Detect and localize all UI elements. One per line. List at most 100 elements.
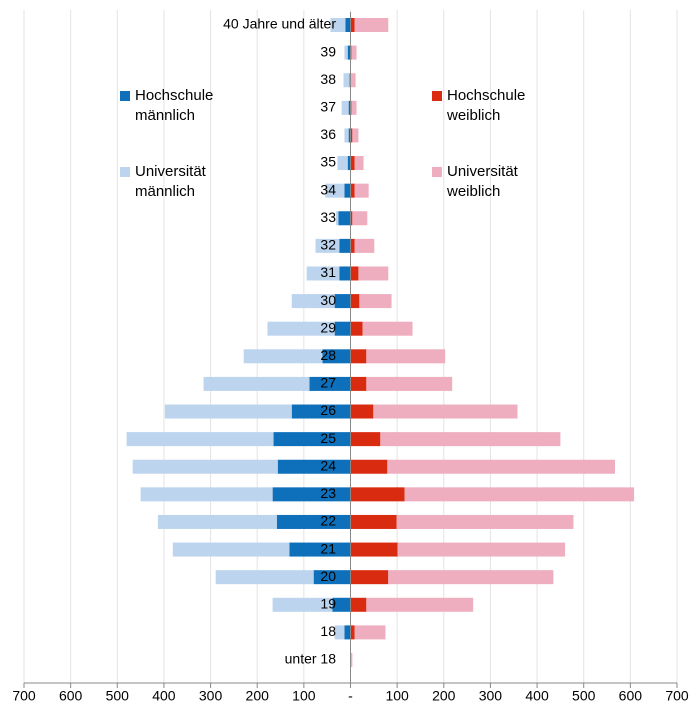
bar bbox=[366, 349, 446, 364]
bar bbox=[344, 128, 349, 143]
bar bbox=[350, 18, 355, 32]
x-tick-label: 200 bbox=[246, 688, 270, 704]
bar bbox=[334, 321, 351, 336]
bar bbox=[330, 18, 346, 32]
y-tick-label: 40 Jahre und älter bbox=[223, 16, 336, 32]
legend-swatch bbox=[120, 167, 130, 177]
y-tick-label: unter 18 bbox=[285, 651, 337, 667]
bar bbox=[348, 100, 351, 115]
bar bbox=[388, 570, 554, 585]
bar bbox=[272, 597, 333, 612]
x-tick-label: 200 bbox=[432, 688, 456, 704]
bar bbox=[325, 183, 345, 198]
bar bbox=[350, 625, 355, 640]
x-tick-label: 600 bbox=[619, 688, 643, 704]
bar bbox=[350, 266, 359, 281]
x-tick-label: 700 bbox=[12, 688, 36, 704]
legend-swatch bbox=[432, 91, 442, 101]
y-tick-label: 24 bbox=[320, 457, 336, 473]
y-tick-label: 19 bbox=[320, 595, 336, 611]
bar bbox=[350, 73, 356, 88]
bar bbox=[215, 570, 314, 585]
bar bbox=[277, 459, 351, 474]
bar bbox=[132, 459, 278, 474]
legend-label: Hochschule männlich bbox=[135, 87, 214, 124]
bar bbox=[350, 542, 398, 557]
bar bbox=[359, 294, 392, 309]
bar bbox=[366, 597, 474, 612]
bar bbox=[344, 625, 351, 640]
bar bbox=[350, 238, 355, 253]
y-tick-label: 39 bbox=[320, 43, 336, 59]
y-tick-label: 33 bbox=[320, 209, 336, 225]
y-tick-label: 31 bbox=[320, 264, 336, 280]
x-tick-label: 100 bbox=[292, 688, 316, 704]
bar bbox=[350, 653, 353, 667]
bar bbox=[341, 100, 349, 115]
bar bbox=[350, 183, 355, 198]
x-tick-label: 400 bbox=[152, 688, 176, 704]
bar bbox=[354, 156, 364, 171]
y-tick-label: 35 bbox=[320, 154, 336, 170]
legend-item: Universität weiblich bbox=[432, 162, 557, 202]
bar bbox=[306, 266, 340, 281]
bar bbox=[332, 597, 351, 612]
bar bbox=[289, 542, 351, 557]
y-tick-label: 36 bbox=[320, 126, 336, 142]
bar bbox=[315, 238, 340, 253]
bar bbox=[140, 487, 273, 502]
bar bbox=[334, 625, 345, 640]
y-tick-label: 27 bbox=[320, 375, 336, 391]
bar bbox=[366, 376, 453, 391]
x-tick-label: 600 bbox=[59, 688, 83, 704]
bar bbox=[350, 597, 367, 612]
bar bbox=[350, 349, 367, 364]
bar bbox=[344, 183, 351, 198]
legend-item: Universität männlich bbox=[120, 162, 245, 202]
y-tick-label: 32 bbox=[320, 237, 336, 253]
bar bbox=[338, 211, 351, 226]
bar bbox=[126, 432, 274, 447]
bar bbox=[164, 404, 292, 419]
bar bbox=[339, 238, 351, 253]
bar bbox=[347, 45, 351, 60]
labels: unter 18 18 19 20 21 22 23 24 25 26 27 28 29 30 31 32 33… bbox=[223, 16, 336, 667]
y-tick-label: 38 bbox=[320, 71, 336, 87]
bar bbox=[397, 542, 566, 557]
bar bbox=[373, 404, 518, 419]
bar bbox=[276, 514, 351, 529]
bar bbox=[350, 570, 389, 585]
y-tick-label: 30 bbox=[320, 292, 336, 308]
bar bbox=[354, 18, 389, 32]
bar bbox=[272, 487, 351, 502]
bar bbox=[336, 211, 339, 226]
bar bbox=[291, 404, 351, 419]
bar bbox=[350, 321, 363, 336]
legend-swatch bbox=[432, 167, 442, 177]
bar bbox=[350, 376, 367, 391]
bar bbox=[380, 432, 561, 447]
y-tick-label: 18 bbox=[320, 623, 336, 639]
bar bbox=[358, 266, 389, 281]
y-tick-label: 29 bbox=[320, 319, 336, 335]
x-tick-label: 100 bbox=[385, 688, 409, 704]
bar bbox=[354, 183, 369, 198]
bar bbox=[387, 459, 615, 474]
y-tick-label: 26 bbox=[320, 402, 336, 418]
legend-item: Hochschule männlich bbox=[120, 86, 245, 126]
y-tick-label: 34 bbox=[320, 181, 336, 197]
x-tick-label: 500 bbox=[106, 688, 130, 704]
bar bbox=[322, 349, 351, 364]
grid bbox=[23, 10, 678, 683]
bar bbox=[337, 156, 348, 171]
bars bbox=[126, 18, 635, 667]
bar bbox=[354, 238, 375, 253]
bar bbox=[350, 294, 360, 309]
bar bbox=[313, 570, 351, 585]
bar bbox=[350, 459, 388, 474]
bar bbox=[267, 321, 335, 336]
legend-label: Universität männlich bbox=[135, 163, 206, 200]
y-tick-label: 22 bbox=[320, 513, 336, 529]
legend-label: Universität weiblich bbox=[447, 163, 518, 200]
